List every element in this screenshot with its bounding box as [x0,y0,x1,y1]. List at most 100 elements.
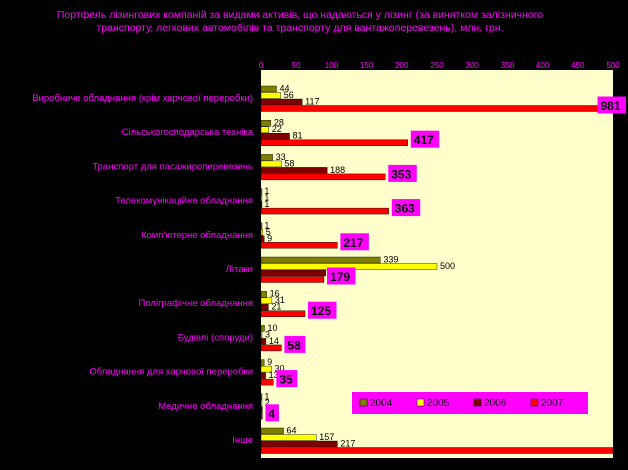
x-tick-label: 350 [501,61,515,70]
bar-2006 [260,269,326,277]
legend-swatch [416,398,425,407]
x-tick-label: 100 [325,61,339,70]
bar-2006 [260,440,338,448]
bar-2005 [260,92,281,99]
data-label-2004: 33 [276,152,286,162]
x-tick-label: 300 [466,61,480,70]
x-tick-label: 400 [536,61,550,70]
bar-2005 [260,400,263,407]
bar-2005 [260,126,269,133]
chart-title: Портфель лізингових компаній за видами а… [56,9,544,34]
bar-2005 [260,365,272,373]
category-label: Поліграфічне обладнання [139,298,253,309]
bar-2006 [260,338,267,345]
data-label-2007: 58 [287,338,301,352]
category-label: Сільськогосподарська техніка [122,127,254,138]
legend-box [352,392,588,414]
bar-2006 [260,304,269,311]
data-label-2006: 21 [271,302,281,312]
bar-2004 [260,154,273,161]
data-label-2007: 35 [279,373,293,387]
data-label-2006: 1 [264,199,269,209]
x-tick-label: 250 [430,61,444,70]
data-label-2006: 14 [269,336,279,346]
data-label-2005: 157 [319,432,334,442]
legend-label: 2004 [370,398,393,409]
data-label-2006: 188 [330,165,345,175]
category-label: Будівлі (споруди) [178,332,253,343]
data-label-2005: 30 [275,364,285,374]
bar-2007 [260,242,338,249]
bar-2006 [260,372,266,379]
x-tick-label: 50 [292,61,301,70]
bar-2007 [260,276,325,283]
bar-2005 [260,229,263,236]
legend-swatch [473,398,482,407]
legend-swatch [359,398,368,407]
data-label-box [340,233,369,251]
legend-swatch [530,398,539,407]
data-label-2006: 217 [340,439,355,449]
bar-2007 [260,447,614,454]
data-label-box [284,335,306,353]
data-label-2005: 58 [284,158,294,168]
bar-2007 [260,207,389,215]
bar-2004 [260,393,263,400]
data-label-2005: 3 [265,329,270,339]
data-label-2005: 2 [265,398,270,408]
bar-2006 [260,132,290,140]
data-label-box [388,164,417,182]
data-label-2005: 56 [284,90,294,100]
data-label-2004: 16 [270,289,280,299]
x-tick-label: 150 [360,61,374,70]
bar-2006 [260,235,265,243]
bar-2004 [260,188,263,195]
bar-2007 [260,173,386,181]
bar-2004 [260,222,263,230]
bar-2005 [260,297,273,304]
data-label-box [308,301,337,319]
data-label-box [327,267,356,285]
data-label-2004: 64 [287,426,297,436]
data-label-2005: 500 [440,261,455,271]
x-tick-label: 0 [259,61,264,70]
category-label: Комп'ютерне обладнання [141,230,253,241]
data-label-2007: 363 [395,202,415,216]
legend-label: 2007 [541,398,564,409]
data-label-2007: 179 [330,270,350,284]
bar-2005 [260,434,317,441]
data-label-2007: 981 [601,99,621,113]
data-label-2005: 5 [266,227,271,237]
data-label-2007: 417 [414,133,434,147]
bar-2005 [260,160,282,168]
bar-2007 [260,344,282,352]
data-label-2004: 1 [264,391,269,401]
x-tick-label: 450 [571,61,585,70]
data-label-box [410,130,440,148]
category-label: Телекомунікаційне обладнання [115,196,253,207]
category-label: Обладнання для харчової переробки [89,367,253,378]
data-label-2007: 125 [311,304,331,318]
data-label-2004: 1 [264,220,269,230]
bar-2006 [260,167,328,174]
data-label-2004: 1 [264,186,269,196]
bar-2004 [260,119,272,127]
data-label-2006: 9 [267,233,272,243]
data-label-2004: 339 [383,255,398,265]
data-label-box [276,370,298,388]
bar-2004 [260,256,381,264]
bar-2007 [260,139,408,146]
bar-2006 [260,201,263,208]
data-label-2007: 4 [268,407,275,421]
bar-2004 [260,291,267,298]
category-label: Літаки [226,264,253,275]
bar-2004 [260,359,265,366]
data-label-2007: 353 [391,167,411,181]
category-label: Транспорт для пасажироперевезень [92,161,253,172]
data-label-2004: 9 [267,357,272,367]
data-label-2004: 44 [279,84,289,94]
bar-2006 [260,406,263,413]
bar-2007 [260,310,306,317]
data-label-2005: 1 [264,193,269,203]
category-label: Медичне обладнання [158,401,253,412]
